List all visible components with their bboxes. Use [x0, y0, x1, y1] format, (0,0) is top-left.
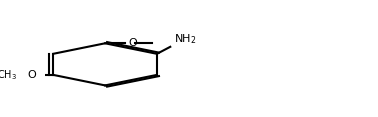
Text: O: O [129, 38, 137, 48]
Text: CH$_3$: CH$_3$ [0, 68, 17, 82]
Text: NH$_2$: NH$_2$ [174, 32, 196, 46]
Text: O: O [28, 70, 37, 80]
